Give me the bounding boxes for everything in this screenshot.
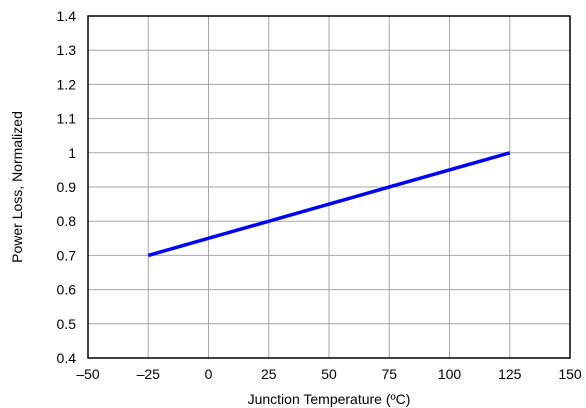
grid-lines [88, 16, 570, 358]
y-tick-label: 1.4 [57, 8, 77, 24]
x-axis-title: Junction Temperature (ºC) [248, 391, 411, 407]
y-tick-label: 0.4 [57, 350, 77, 366]
y-tick-labels: 0.4 0.5 0.6 0.7 0.8 0.9 1 1.1 1.2 1.3 1.4 [57, 8, 77, 366]
series-line [147, 151, 511, 258]
y-tick-label: 0.8 [57, 213, 77, 229]
y-axis-title: Power Loss, Normalized [9, 111, 25, 263]
x-tick-label: –25 [137, 366, 161, 382]
x-tick-label: 100 [438, 366, 462, 382]
x-tick-labels: –50 –25 0 25 50 75 100 125 150 [76, 366, 582, 382]
x-tick-label: 150 [558, 366, 582, 382]
x-tick-label: 125 [498, 366, 522, 382]
x-tick-label: –50 [76, 366, 100, 382]
y-tick-label: 1.2 [57, 76, 77, 92]
series-layer [147, 151, 511, 258]
x-tick-label: 25 [261, 366, 277, 382]
plot-frame [87, 15, 571, 359]
y-tick-label: 0.5 [57, 316, 77, 332]
y-tick-label: 0.6 [57, 282, 77, 298]
y-tick-label: 1 [68, 145, 76, 161]
x-tick-label: 50 [321, 366, 337, 382]
y-tick-label: 1.3 [57, 42, 77, 58]
x-tick-label: 75 [381, 366, 397, 382]
y-tick-label: 0.7 [57, 247, 77, 263]
x-tick-label: 0 [205, 366, 213, 382]
y-tick-label: 1.1 [57, 111, 77, 127]
y-tick-label: 0.9 [57, 179, 77, 195]
